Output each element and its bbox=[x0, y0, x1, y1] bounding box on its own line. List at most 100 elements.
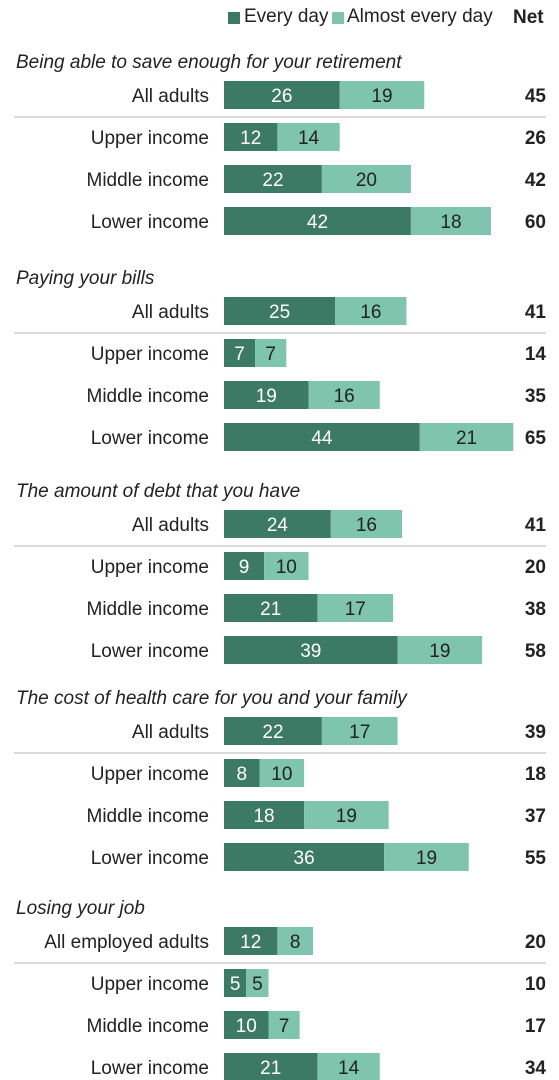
bar-value-almost-every-day: 19 bbox=[336, 806, 357, 827]
net-value: 10 bbox=[525, 974, 546, 995]
bar-value-almost-every-day: 17 bbox=[345, 599, 366, 620]
bar-value-every-day: 22 bbox=[262, 722, 283, 743]
bar-almost-every-day bbox=[277, 927, 313, 955]
bar-every-day bbox=[224, 381, 309, 409]
bar-every-day bbox=[224, 594, 318, 622]
net-value: 65 bbox=[525, 428, 547, 449]
group-title: The amount of debt that you have bbox=[16, 481, 300, 502]
bar-value-almost-every-day: 5 bbox=[252, 974, 263, 995]
net-value: 26 bbox=[525, 128, 546, 149]
row-label: All adults bbox=[132, 302, 209, 323]
bar-every-day bbox=[224, 759, 260, 787]
bar-almost-every-day bbox=[321, 165, 411, 193]
bar-almost-every-day bbox=[321, 717, 398, 745]
net-value: 45 bbox=[525, 86, 547, 107]
bar-every-day bbox=[224, 510, 331, 538]
row-label: Middle income bbox=[87, 386, 210, 407]
bar-almost-every-day bbox=[384, 843, 469, 871]
bar-value-every-day: 36 bbox=[294, 848, 315, 869]
row-label: Lower income bbox=[91, 1058, 209, 1079]
row-label: Lower income bbox=[91, 641, 209, 662]
bar-every-day bbox=[224, 423, 420, 451]
bar-value-every-day: 8 bbox=[237, 764, 248, 785]
row-label: Middle income bbox=[87, 599, 210, 620]
net-value: 60 bbox=[525, 212, 546, 233]
bar-every-day bbox=[224, 123, 278, 151]
net-value: 41 bbox=[525, 302, 547, 323]
row-label: Middle income bbox=[87, 806, 210, 827]
row-label: Middle income bbox=[87, 1016, 210, 1037]
bar-almost-every-day bbox=[277, 123, 340, 151]
bar-every-day bbox=[224, 636, 398, 664]
bar-value-every-day: 18 bbox=[253, 806, 274, 827]
bar-value-almost-every-day: 10 bbox=[271, 764, 292, 785]
bar-every-day bbox=[224, 297, 336, 325]
row-label: All adults bbox=[132, 86, 209, 107]
group-title: Paying your bills bbox=[16, 268, 155, 289]
bar-value-every-day: 21 bbox=[260, 599, 281, 620]
legend: Every day Almost every day bbox=[0, 3, 559, 31]
bar-value-every-day: 19 bbox=[256, 386, 277, 407]
net-value: 39 bbox=[525, 722, 546, 743]
bar-value-every-day: 44 bbox=[311, 428, 333, 449]
net-value: 55 bbox=[525, 848, 547, 869]
bar-almost-every-day bbox=[246, 969, 269, 997]
bar-every-day bbox=[224, 552, 265, 580]
group-title: Losing your job bbox=[16, 898, 145, 919]
row-label: Upper income bbox=[91, 764, 209, 785]
group-title: The cost of health care for you and your… bbox=[16, 688, 408, 709]
bar-value-every-day: 10 bbox=[236, 1016, 257, 1037]
bar-value-almost-every-day: 19 bbox=[416, 848, 437, 869]
bar-every-day bbox=[224, 717, 322, 745]
row-label: All employed adults bbox=[44, 932, 209, 953]
bar-almost-every-day bbox=[268, 1011, 300, 1039]
net-value: 17 bbox=[525, 1016, 546, 1037]
bar-almost-every-day bbox=[255, 339, 287, 367]
bar-every-day bbox=[224, 81, 340, 109]
bar-almost-every-day bbox=[259, 759, 305, 787]
bar-almost-every-day bbox=[264, 552, 309, 580]
bar-every-day bbox=[224, 207, 411, 235]
net-value: 38 bbox=[525, 599, 546, 620]
bar-almost-every-day bbox=[410, 207, 491, 235]
bar-almost-every-day bbox=[308, 381, 380, 409]
bar-value-every-day: 39 bbox=[300, 641, 321, 662]
bar-every-day bbox=[224, 969, 247, 997]
bar-every-day bbox=[224, 801, 305, 829]
bar-value-almost-every-day: 7 bbox=[279, 1016, 290, 1037]
bar-value-every-day: 26 bbox=[271, 86, 292, 107]
row-label: Upper income bbox=[91, 974, 209, 995]
net-value: 42 bbox=[525, 170, 546, 191]
row-label: Upper income bbox=[91, 128, 209, 149]
bar-every-day bbox=[224, 1011, 269, 1039]
bar-value-almost-every-day: 21 bbox=[456, 428, 477, 449]
bar-almost-every-day bbox=[335, 297, 407, 325]
bar-value-almost-every-day: 14 bbox=[298, 128, 320, 149]
row-label: All adults bbox=[132, 515, 209, 536]
net-value: 35 bbox=[525, 386, 547, 407]
bar-value-every-day: 7 bbox=[234, 344, 245, 365]
bar-almost-every-day bbox=[317, 1053, 380, 1080]
net-value: 14 bbox=[525, 344, 547, 365]
group-title: Being able to save enough for your retir… bbox=[16, 52, 402, 73]
bar-every-day bbox=[224, 165, 322, 193]
row-label: Lower income bbox=[91, 428, 209, 449]
bar-almost-every-day bbox=[419, 423, 514, 451]
net-value: 37 bbox=[525, 806, 546, 827]
bar-value-every-day: 12 bbox=[240, 128, 261, 149]
row-label: Middle income bbox=[87, 170, 210, 191]
bar-value-every-day: 22 bbox=[262, 170, 283, 191]
bar-value-almost-every-day: 16 bbox=[356, 515, 377, 536]
bar-value-almost-every-day: 14 bbox=[338, 1058, 360, 1079]
row-label: Upper income bbox=[91, 557, 209, 578]
bar-value-every-day: 25 bbox=[269, 302, 290, 323]
legend-swatch-every-day bbox=[228, 12, 240, 24]
bar-value-almost-every-day: 20 bbox=[356, 170, 377, 191]
legend-label-almost-every-day: Almost every day bbox=[347, 6, 493, 27]
bar-value-almost-every-day: 16 bbox=[360, 302, 381, 323]
bar-value-every-day: 42 bbox=[307, 212, 328, 233]
bar-value-almost-every-day: 8 bbox=[290, 932, 301, 953]
bar-value-almost-every-day: 19 bbox=[429, 641, 450, 662]
bar-almost-every-day bbox=[304, 801, 389, 829]
net-value: 20 bbox=[525, 557, 546, 578]
